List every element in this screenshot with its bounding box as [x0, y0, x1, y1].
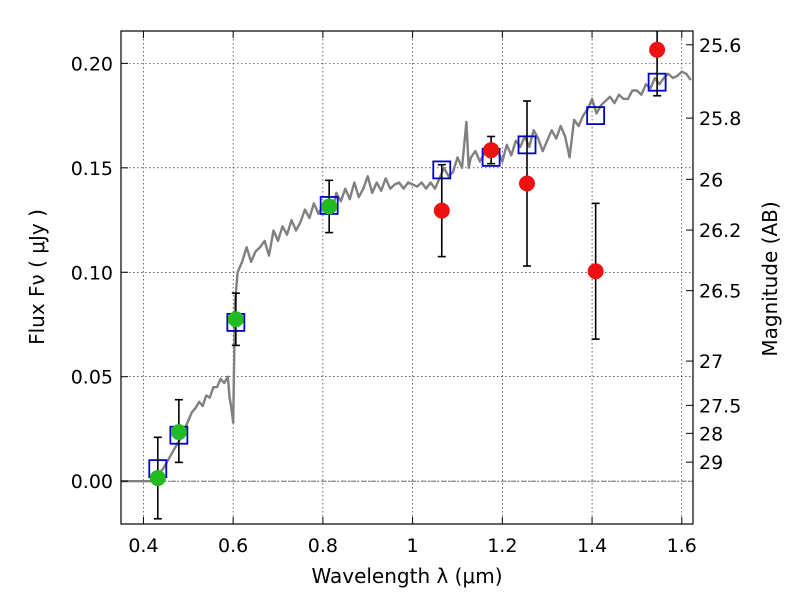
- sed-line-layer: [121, 70, 692, 483]
- sed-model-line: [121, 70, 692, 483]
- plot-background: [121, 31, 693, 524]
- detections-layer: [149, 41, 666, 487]
- y-tick-label: 0.20: [71, 53, 113, 75]
- x-tick-label: 0.6: [218, 535, 248, 557]
- x-tick-label: 1: [407, 535, 419, 557]
- green-detection-point: [149, 470, 166, 487]
- x-tick-label: 1.4: [577, 535, 607, 557]
- mag-tick-label: 26.2: [699, 220, 741, 242]
- green-detection-point: [321, 198, 338, 215]
- green-detection-point: [227, 311, 244, 328]
- red-detection-point: [483, 142, 500, 159]
- y-axis-title: Flux Fν ( μJy ): [25, 209, 49, 345]
- mag-tick-label: 25.6: [699, 35, 741, 57]
- x-axis-title-text: Wavelength λ (μm): [311, 564, 502, 588]
- right-axis-title-text: Magnitude (AB): [758, 201, 782, 356]
- mag-tick-label: 26.5: [699, 281, 741, 303]
- red-detection-point: [649, 41, 666, 58]
- ticks-layer: 0.4 0.6 0.8 1 1.2 1.4 1.6 0.00 0.05 0.10 0.15 0.20 2…: [71, 31, 741, 557]
- x-tick-label: 1.6: [667, 535, 697, 557]
- y-tick-label: 0.10: [71, 262, 113, 284]
- green-detection-point: [170, 424, 187, 441]
- y-tick-label: 0.05: [71, 367, 113, 389]
- x-axis-title: Wavelength λ (μm): [311, 564, 502, 588]
- red-detection-point: [587, 263, 604, 280]
- y-tick-label: 0.00: [71, 471, 113, 493]
- x-tick-label: 1.2: [487, 535, 517, 557]
- red-detection-point: [519, 175, 536, 192]
- mag-tick-label: 26: [699, 169, 723, 191]
- y-axis-title-text: Flux Fν ( μJy ): [25, 209, 49, 345]
- mag-tick-label: 28: [699, 423, 723, 445]
- mag-tick-label: 25.8: [699, 108, 741, 130]
- mag-tick-label: 27.5: [699, 395, 741, 417]
- mag-tick-label: 27: [699, 351, 723, 373]
- x-tick-label: 0.4: [128, 535, 158, 557]
- x-tick-label: 0.8: [308, 535, 338, 557]
- red-detection-point: [433, 202, 450, 219]
- model-photometry-square: [586, 106, 606, 126]
- right-axis-title: Magnitude (AB): [758, 201, 782, 356]
- mag-tick-label: 29: [699, 452, 723, 474]
- y-tick-label: 0.15: [71, 158, 113, 180]
- plot-frame: [120, 30, 694, 525]
